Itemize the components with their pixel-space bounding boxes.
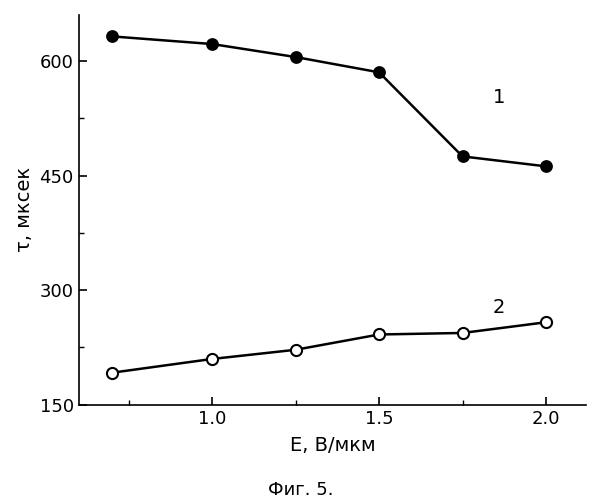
X-axis label: E, В/мкм: E, В/мкм xyxy=(290,436,375,455)
Y-axis label: τ, мксек: τ, мксек xyxy=(15,168,34,252)
Text: 1: 1 xyxy=(493,88,505,107)
Text: 2: 2 xyxy=(493,298,505,317)
Text: Фиг. 5.: Фиг. 5. xyxy=(268,481,333,499)
